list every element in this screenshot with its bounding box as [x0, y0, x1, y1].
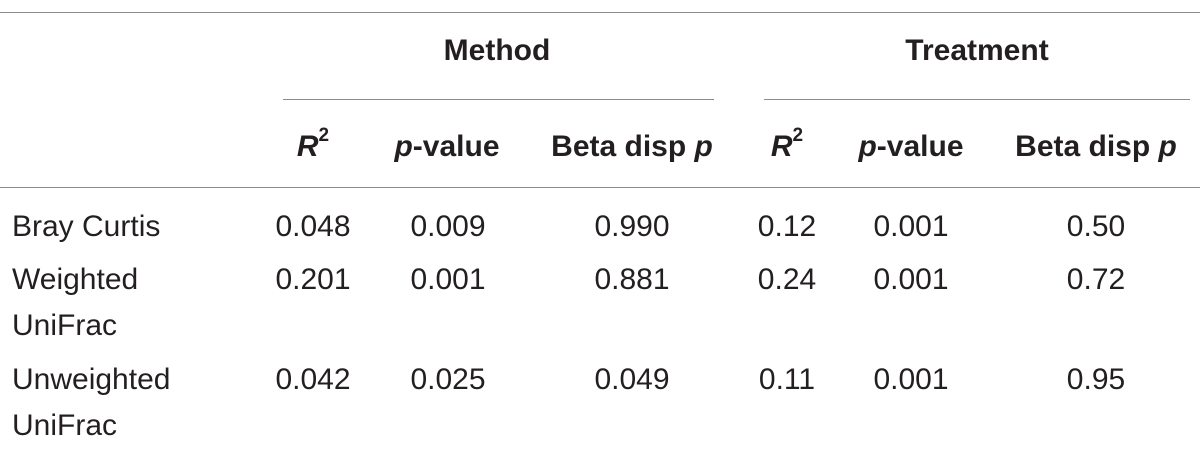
- col-header-text: Beta disp: [1015, 130, 1159, 163]
- table-cell: 0.990: [594, 210, 670, 243]
- row-label-unifrac: UniFrac: [12, 409, 118, 442]
- table-cell: 0.025: [410, 363, 486, 396]
- col-header-text: R: [770, 130, 793, 163]
- col-header-text: p: [394, 130, 413, 163]
- col-header-superscript: 2: [318, 125, 330, 146]
- table-top-rule: [0, 12, 1200, 13]
- table-cell: 0.95: [1066, 363, 1126, 396]
- row-label-unifrac: UniFrac: [12, 309, 118, 342]
- col-header-text: p: [858, 130, 877, 163]
- col-header-suffix: p: [694, 130, 713, 163]
- col-header-treatment-betadisp: Beta disp p: [1015, 129, 1177, 165]
- table-cell: 0.048: [275, 210, 351, 243]
- table-cell: 0.009: [410, 210, 486, 243]
- table-cell: 0.881: [594, 263, 670, 296]
- table-cell: 0.001: [873, 363, 949, 396]
- table-cell: 0.049: [594, 363, 670, 396]
- table-cell: 0.001: [873, 210, 949, 243]
- row-label-weighted: Weighted: [12, 263, 139, 296]
- table-cell: 0.24: [757, 263, 817, 296]
- col-header-treatment-r2: R2: [770, 126, 803, 165]
- col-header-method-betadisp: Beta disp p: [551, 129, 713, 165]
- col-header-suffix: -value: [412, 130, 500, 163]
- table-cell: 0.11: [758, 363, 816, 396]
- header-bottom-rule: [0, 187, 1200, 188]
- table-cell: 0.042: [275, 363, 351, 396]
- table-cell: 0.001: [873, 263, 949, 296]
- col-header-method-pvalue: p-value: [394, 129, 499, 165]
- col-header-superscript: 2: [792, 125, 804, 146]
- row-label-unweighted: Unweighted: [12, 363, 171, 396]
- row-label-bray-curtis: Bray Curtis: [12, 210, 161, 243]
- col-header-text: Beta disp: [551, 130, 695, 163]
- table-cell: 0.12: [757, 210, 817, 243]
- col-header-method-r2: R2: [296, 126, 329, 165]
- table-cell: 0.001: [410, 263, 486, 296]
- col-header-suffix: -value: [876, 130, 964, 163]
- method-group-rule: [283, 99, 714, 100]
- col-header-suffix: p: [1158, 130, 1177, 163]
- group-header-method: Method: [443, 34, 551, 67]
- treatment-group-rule: [764, 99, 1190, 100]
- table-cell: 0.50: [1066, 210, 1126, 243]
- table-cell: 0.72: [1066, 263, 1126, 296]
- table-cell: 0.201: [275, 263, 351, 296]
- col-header-treatment-pvalue: p-value: [858, 129, 963, 165]
- col-header-text: R: [296, 130, 319, 163]
- group-header-treatment: Treatment: [905, 34, 1049, 67]
